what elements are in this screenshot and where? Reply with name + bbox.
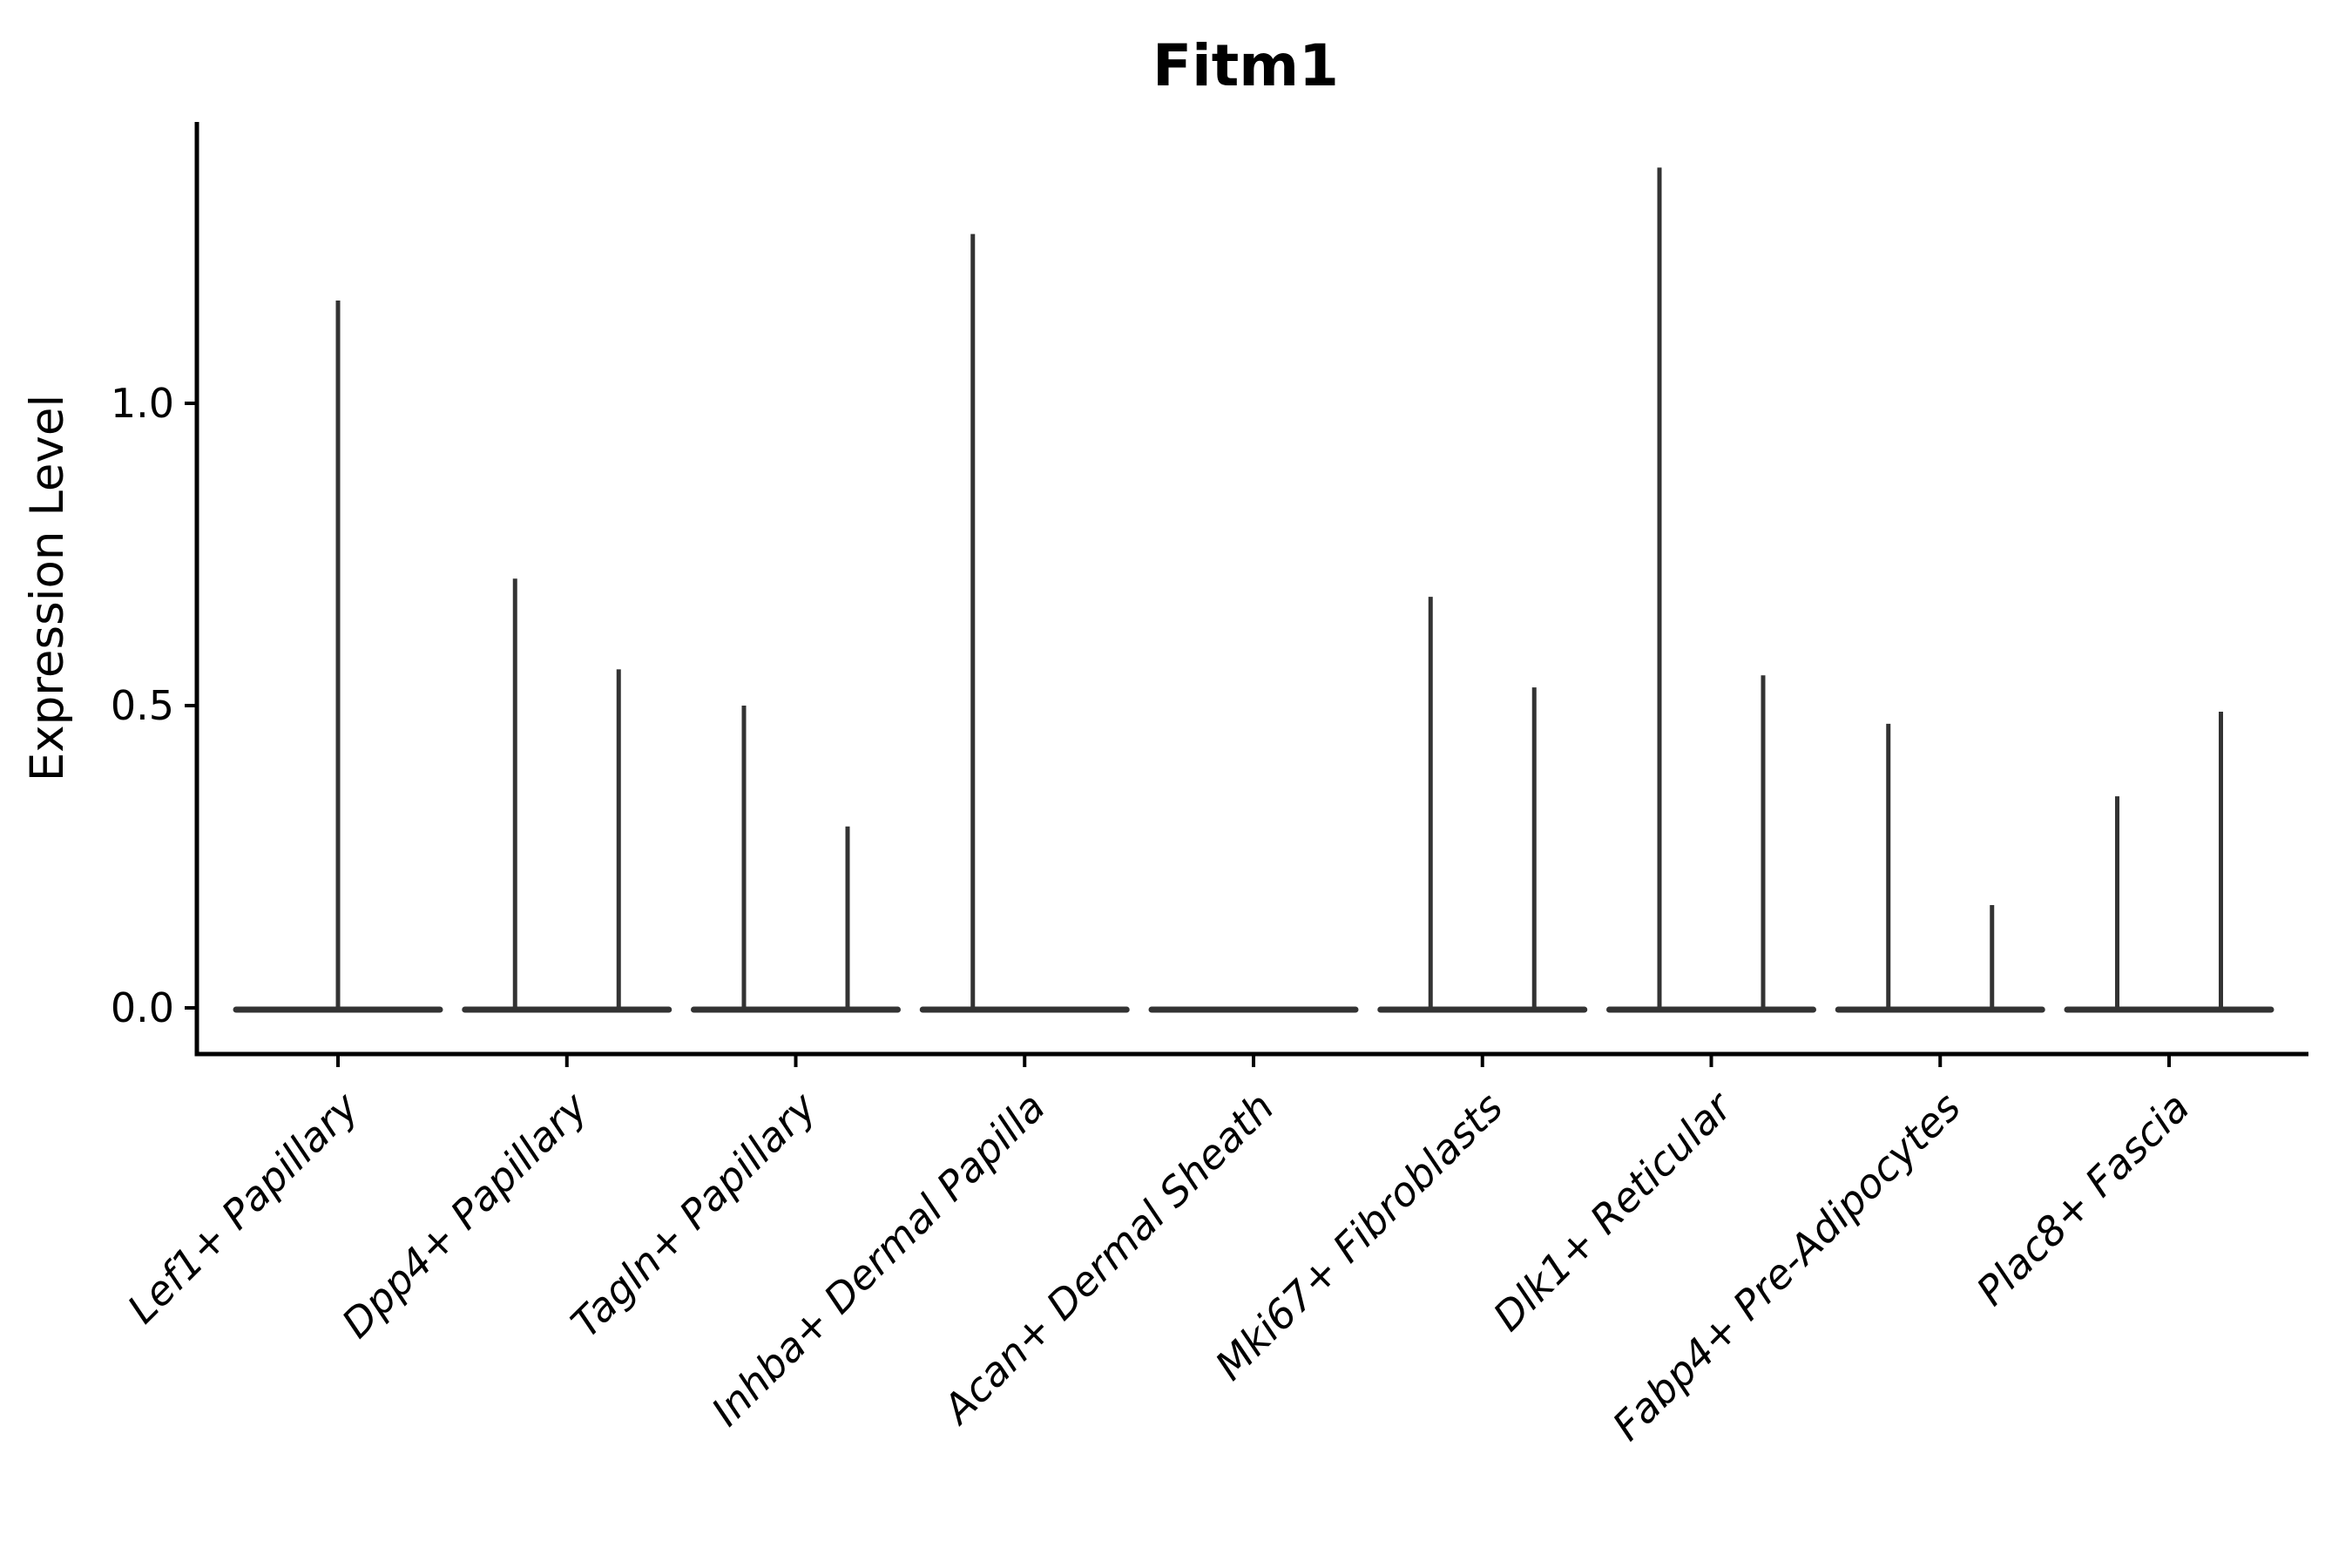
x-tick-label: Lef1+ Papillary	[118, 1083, 368, 1332]
violin	[919, 233, 1130, 1013]
violin	[1835, 723, 2045, 1013]
y-tick-label: 1.0	[111, 380, 174, 427]
y-axis-label: Expression Level	[21, 395, 74, 781]
violin	[2064, 711, 2274, 1013]
y-ticks-group: 0.0 0.5 1.0	[111, 380, 197, 1031]
x-tick-label: Plac8+ Fascia	[1967, 1084, 2198, 1315]
violin	[1606, 167, 1816, 1013]
x-tick-label: Tagln+ Papillary	[562, 1083, 826, 1347]
chart-title: Fitm1	[1152, 32, 1339, 99]
violin	[691, 706, 901, 1013]
x-tick-label: Dpp4+ Papillary	[333, 1083, 597, 1347]
y-tick-label: 0.0	[111, 984, 174, 1031]
violin	[233, 301, 443, 1013]
violin	[1377, 597, 1588, 1013]
x-tick-label: Dlk1+ Reticular	[1484, 1081, 1743, 1340]
violins-group	[233, 167, 2274, 1013]
violin	[462, 578, 672, 1013]
y-tick-label: 0.5	[111, 682, 174, 729]
